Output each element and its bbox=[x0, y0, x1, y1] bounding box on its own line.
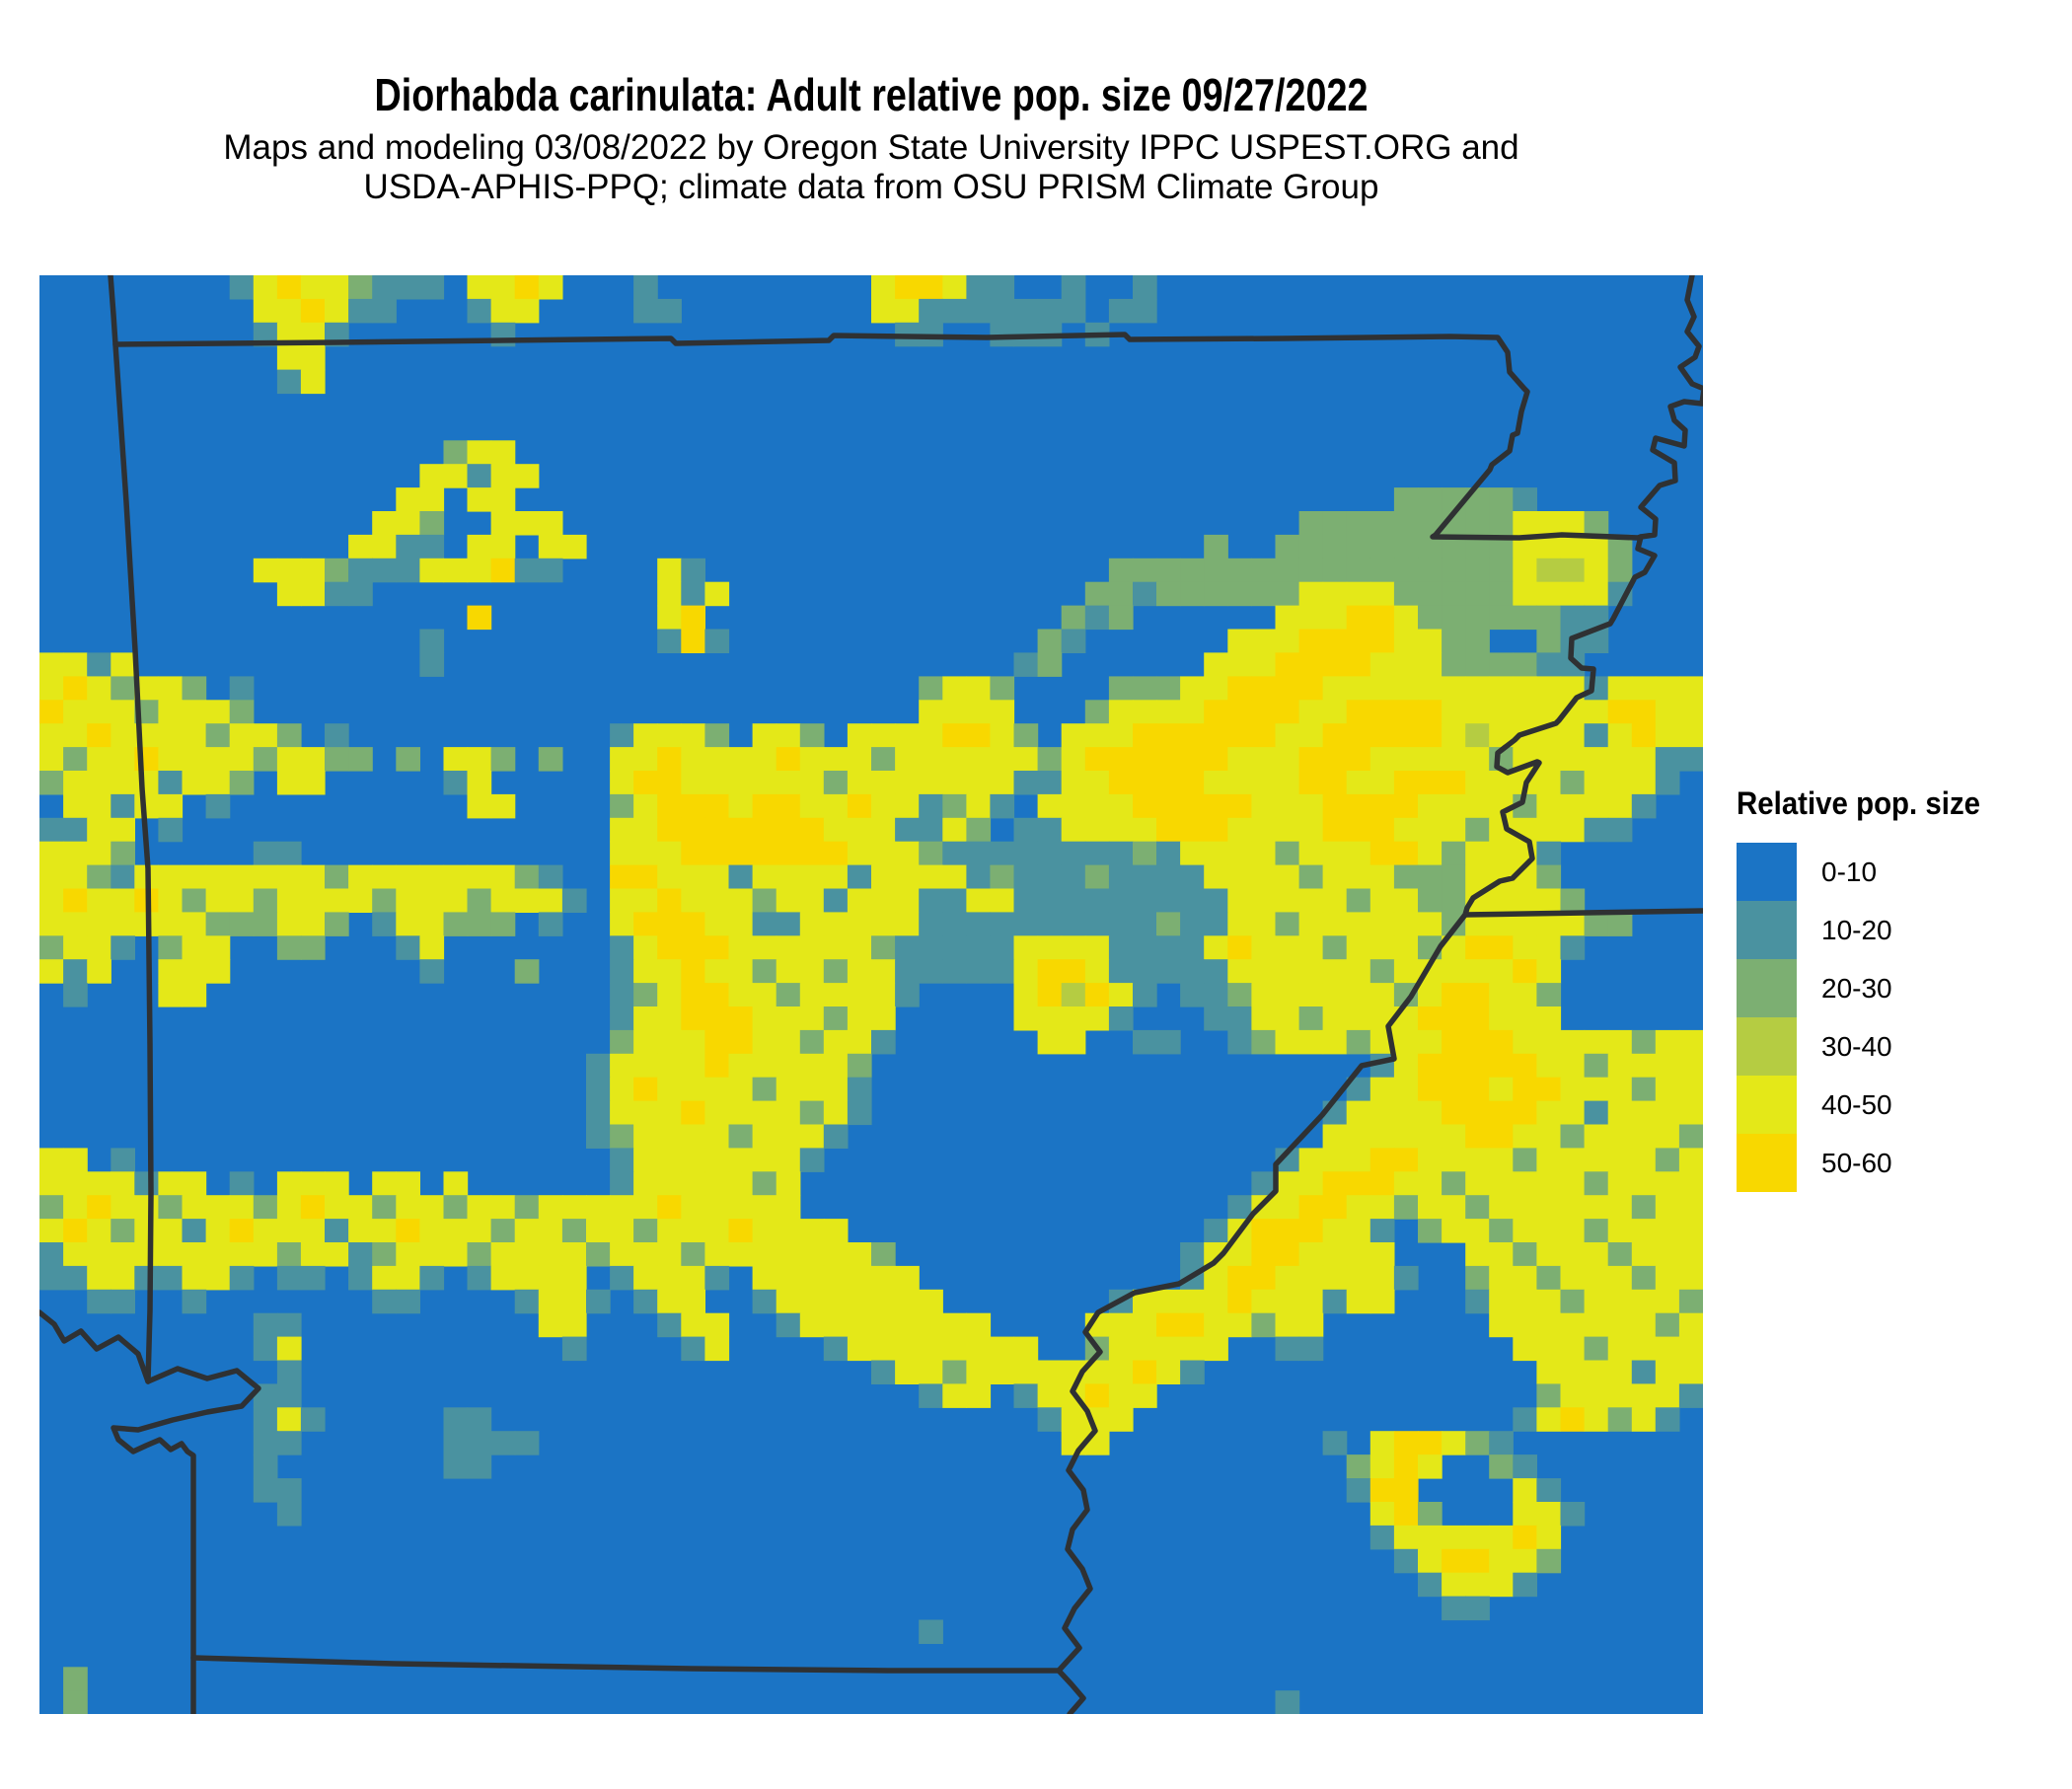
legend-label: 40-50 bbox=[1821, 1088, 1892, 1120]
legend-row: 40-50 bbox=[1737, 1076, 2067, 1134]
legend-row: 30-40 bbox=[1737, 1017, 2067, 1076]
legend-swatch-icon bbox=[1737, 1017, 1797, 1076]
legend-swatch-icon bbox=[1737, 1134, 1797, 1192]
state-border-line bbox=[1462, 908, 1703, 918]
legend-swatch-icon bbox=[1737, 1076, 1797, 1134]
subtitle-line-1: Maps and modeling 03/08/2022 by Oregon S… bbox=[223, 128, 1519, 167]
map-canvas bbox=[39, 275, 1703, 1714]
legend-label: 50-60 bbox=[1821, 1147, 1892, 1178]
legend-title: Relative pop. size bbox=[1737, 785, 1981, 821]
legend: Relative pop. size 0-10 10-20 20-30 30-40 40… bbox=[1737, 785, 2067, 1192]
legend-label: 0-10 bbox=[1821, 856, 1878, 887]
legend-row: 50-60 bbox=[1737, 1134, 2067, 1192]
raster-map bbox=[39, 275, 1703, 1714]
page-subtitle: Maps and modeling 03/08/2022 by Oregon S… bbox=[39, 128, 1703, 207]
legend-label: 10-20 bbox=[1821, 914, 1892, 945]
legend-label: 30-40 bbox=[1821, 1030, 1892, 1062]
legend-swatch-icon bbox=[1737, 901, 1797, 959]
state-border-line bbox=[39, 1309, 261, 1714]
legend-label: 20-30 bbox=[1821, 972, 1892, 1004]
legend-row: 0-10 bbox=[1737, 843, 2067, 901]
state-border-line bbox=[112, 332, 1644, 541]
map-header: Diorhabda carinulata: Adult relative pop… bbox=[39, 69, 1703, 207]
page-title: Diorhabda carinulata: Adult relative pop… bbox=[374, 69, 1369, 120]
state-border-line bbox=[108, 275, 154, 1384]
legend-entries: 0-10 10-20 20-30 30-40 40-50 50-60 bbox=[1737, 843, 2067, 1192]
legend-swatch-icon bbox=[1737, 959, 1797, 1017]
legend-swatch-icon bbox=[1737, 843, 1797, 901]
state-border-line bbox=[1056, 275, 1703, 1714]
legend-row: 10-20 bbox=[1737, 901, 2067, 959]
subtitle-line-2: USDA-APHIS-PPQ; climate data from OSU PR… bbox=[363, 168, 1379, 206]
state-border-line bbox=[190, 1655, 1062, 1674]
legend-row: 20-30 bbox=[1737, 959, 2067, 1017]
